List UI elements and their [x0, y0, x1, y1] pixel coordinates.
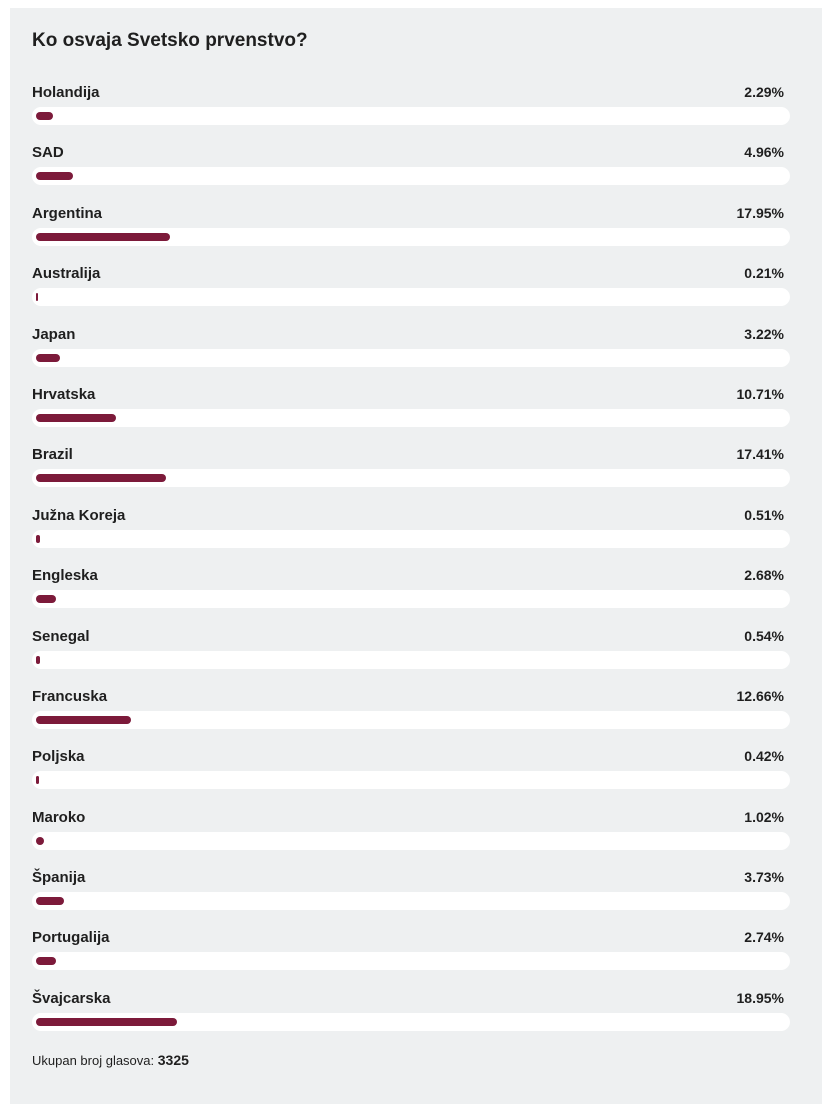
poll-option-label: Južna Koreja [32, 506, 126, 524]
poll-option-percent: 4.96% [744, 144, 784, 161]
poll-option-bar-track [32, 771, 790, 790]
poll-option[interactable]: SAD 4.96% [10, 142, 822, 202]
poll-option-bar-fill [36, 232, 170, 241]
poll-option-percent: 1.02% [744, 808, 784, 825]
poll-option-percent: 2.68% [744, 567, 784, 584]
total-votes-count: 3325 [157, 1052, 189, 1068]
poll-option-percent: 0.54% [744, 627, 784, 644]
poll-option-bar-track [32, 590, 790, 609]
poll-option-bar-track [32, 167, 790, 186]
poll-option-percent: 10.71% [736, 385, 784, 402]
poll-option-label: Francuska [32, 687, 108, 705]
poll-option-bar-track [32, 831, 790, 850]
poll-option-bar-fill [36, 836, 44, 845]
poll-option-bar-track [32, 710, 790, 729]
poll-option-percent: 17.41% [736, 446, 784, 463]
poll-option[interactable]: Engleska 2.68% [10, 565, 822, 625]
poll-option-percent: 17.95% [736, 204, 784, 221]
poll-options-list: Holandija 2.29% SAD 4.96% Argentina 17.95% Aus… [10, 82, 822, 1048]
poll-option-label: Brazil [32, 446, 73, 464]
poll-option-bar-fill [36, 534, 40, 543]
poll-footer: Ukupan broj glasova: 3325 [32, 1052, 189, 1068]
poll-option-bar-fill [36, 655, 40, 664]
poll-option-percent: 12.66% [736, 687, 784, 704]
poll-option-label: Senegal [32, 627, 90, 645]
poll-option-bar-fill [36, 112, 53, 120]
poll-option[interactable]: Francuska 12.66% [10, 686, 822, 746]
poll-option-percent: 3.22% [744, 325, 784, 342]
poll-option-label: Hrvatska [32, 385, 96, 403]
poll-option-bar-fill [36, 957, 56, 966]
poll-option[interactable]: Argentina 17.95% [10, 203, 822, 263]
poll-option[interactable]: Poljska 0.42% [10, 746, 822, 806]
poll-option-bar-fill [36, 715, 131, 724]
poll-option-label: Poljska [32, 748, 85, 766]
poll-option-bar-fill [36, 897, 64, 906]
poll-option-percent: 2.74% [744, 929, 784, 946]
poll-option-bar-fill [36, 474, 166, 483]
poll-option-percent: 0.51% [744, 506, 784, 523]
poll-option-bar-fill [36, 1017, 177, 1026]
poll-option-label: SAD [32, 144, 64, 162]
poll-option-bar-track [32, 952, 790, 971]
total-votes-label: Ukupan broj glasova: [32, 1053, 155, 1068]
poll-option-bar-track [32, 469, 790, 488]
poll-option-bar-track [32, 408, 790, 427]
poll-option-bar-track [32, 892, 790, 911]
poll-option-bar-track [32, 227, 790, 246]
poll-option-bar-track [32, 1012, 790, 1031]
poll-option-bar-fill [36, 353, 60, 362]
poll-option-bar-fill [36, 413, 116, 422]
poll-option-label: Argentina [32, 204, 103, 222]
poll-option-label: Engleska [32, 567, 98, 585]
poll-option-bar-fill [36, 293, 38, 302]
poll-option-bar-track [32, 348, 790, 367]
poll-option-percent: 0.21% [744, 265, 784, 282]
poll-option[interactable]: Hrvatska 10.71% [10, 384, 822, 444]
poll-option[interactable]: Španija 3.73% [10, 867, 822, 927]
poll-option[interactable]: Senegal 0.54% [10, 626, 822, 686]
poll-option[interactable]: Maroko 1.02% [10, 807, 822, 867]
poll-option-bar-fill [36, 595, 56, 604]
poll-option-bar-fill [36, 776, 39, 785]
poll-widget: Ko osvaja Svetsko prvenstvo? Holandija 2.… [10, 8, 822, 1104]
poll-option-bar-track [32, 529, 790, 548]
poll-option-percent: 18.95% [736, 989, 784, 1006]
poll-option-percent: 0.42% [744, 748, 784, 765]
poll-option-label: Portugalija [32, 929, 110, 947]
poll-option-bar-track [32, 650, 790, 669]
poll-option[interactable]: Južna Koreja 0.51% [10, 505, 822, 565]
poll-option-label: Švajcarska [32, 989, 111, 1007]
poll-option-percent: 2.29% [744, 84, 784, 100]
poll-option[interactable]: Japan 3.22% [10, 324, 822, 384]
poll-option-label: Japan [32, 325, 76, 343]
poll-option-bar-track [32, 288, 790, 307]
poll-option-label: Španija [32, 869, 86, 887]
poll-option[interactable]: Holandija 2.29% [10, 82, 822, 142]
poll-option[interactable]: Portugalija 2.74% [10, 927, 822, 987]
poll-option-bar-track [32, 107, 790, 125]
poll-option[interactable]: Švajcarska 18.95% [10, 988, 822, 1048]
poll-option[interactable]: Australija 0.21% [10, 263, 822, 323]
poll-title: Ko osvaja Svetsko prvenstvo? [32, 30, 308, 51]
poll-option[interactable]: Brazil 17.41% [10, 444, 822, 504]
poll-option-label: Australija [32, 265, 101, 283]
poll-option-label: Holandija [32, 84, 100, 101]
poll-option-bar-fill [36, 172, 73, 181]
poll-option-percent: 3.73% [744, 869, 784, 886]
poll-option-label: Maroko [32, 808, 86, 826]
